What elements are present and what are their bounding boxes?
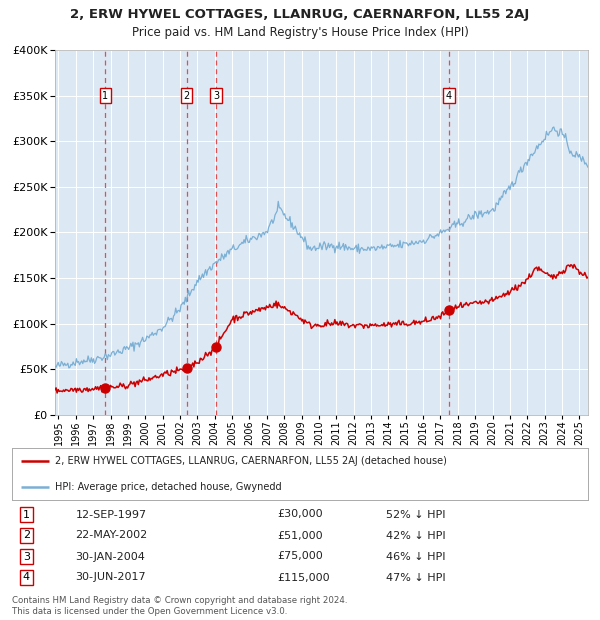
Text: HPI: Average price, detached house, Gwynedd: HPI: Average price, detached house, Gwyn… [55,482,282,492]
Text: £51,000: £51,000 [277,531,323,541]
Text: 3: 3 [213,91,219,100]
Text: 1: 1 [102,91,109,100]
Text: 1: 1 [23,510,30,520]
Text: 2: 2 [23,531,30,541]
Text: £115,000: £115,000 [277,572,329,583]
Text: 12-SEP-1997: 12-SEP-1997 [76,510,146,520]
Text: 42% ↓ HPI: 42% ↓ HPI [386,531,446,541]
Text: 2: 2 [184,91,190,100]
Text: 30-JAN-2004: 30-JAN-2004 [76,552,145,562]
Text: 46% ↓ HPI: 46% ↓ HPI [386,552,446,562]
Text: 4: 4 [446,91,452,100]
Text: £75,000: £75,000 [277,552,323,562]
Text: 4: 4 [23,572,30,583]
Text: Contains HM Land Registry data © Crown copyright and database right 2024.: Contains HM Land Registry data © Crown c… [12,596,347,605]
Text: 30-JUN-2017: 30-JUN-2017 [76,572,146,583]
Text: 52% ↓ HPI: 52% ↓ HPI [386,510,446,520]
Text: 2, ERW HYWEL COTTAGES, LLANRUG, CAERNARFON, LL55 2AJ (detached house): 2, ERW HYWEL COTTAGES, LLANRUG, CAERNARF… [55,456,447,466]
Text: Price paid vs. HM Land Registry's House Price Index (HPI): Price paid vs. HM Land Registry's House … [131,26,469,39]
Text: 47% ↓ HPI: 47% ↓ HPI [386,572,446,583]
Text: 22-MAY-2002: 22-MAY-2002 [76,531,148,541]
Text: 3: 3 [23,552,30,562]
Text: £30,000: £30,000 [277,510,323,520]
Text: 2, ERW HYWEL COTTAGES, LLANRUG, CAERNARFON, LL55 2AJ: 2, ERW HYWEL COTTAGES, LLANRUG, CAERNARF… [70,8,530,21]
Text: This data is licensed under the Open Government Licence v3.0.: This data is licensed under the Open Gov… [12,607,287,616]
